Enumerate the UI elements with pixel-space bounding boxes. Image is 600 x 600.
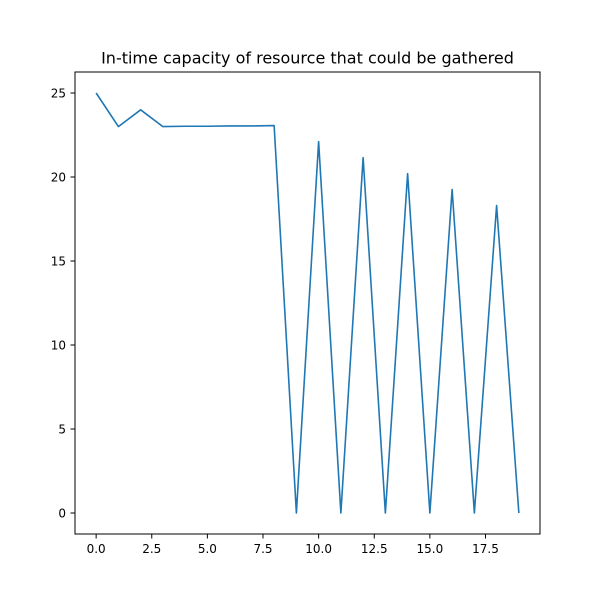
axes-frame bbox=[74, 71, 541, 535]
series-line-0 bbox=[95, 92, 520, 514]
x-tick-label: 12.5 bbox=[361, 542, 388, 556]
x-tick-label: 10.0 bbox=[305, 542, 332, 556]
x-tick-label: 7.5 bbox=[253, 542, 272, 556]
x-tick-label: 17.5 bbox=[472, 542, 499, 556]
plot-area bbox=[95, 92, 520, 514]
y-tick-label: 5 bbox=[58, 423, 66, 437]
chart-title: In-time capacity of resource that could … bbox=[101, 49, 514, 68]
y-axis-ticks: 0 5 10 15 20 25 bbox=[51, 87, 75, 521]
y-tick-label: 15 bbox=[51, 255, 66, 269]
x-tick-label: 2.5 bbox=[142, 542, 161, 556]
y-tick-label: 0 bbox=[58, 507, 66, 521]
x-tick-label: 0.0 bbox=[87, 542, 106, 556]
y-tick-label: 10 bbox=[51, 339, 66, 353]
x-axis-ticks: 0.0 2.5 5.0 7.5 10.0 12.5 15.0 17.5 bbox=[87, 534, 499, 556]
y-tick-label: 25 bbox=[51, 87, 66, 101]
y-tick-label: 20 bbox=[51, 171, 66, 185]
x-tick-label: 15.0 bbox=[417, 542, 444, 556]
x-tick-label: 5.0 bbox=[198, 542, 217, 556]
